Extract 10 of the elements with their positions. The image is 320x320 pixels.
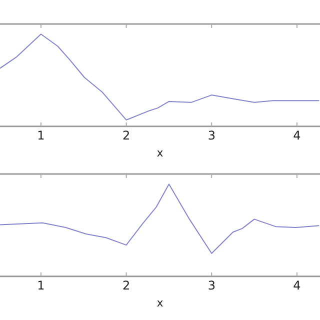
x-tick-label: 4	[293, 128, 301, 143]
x-tick-label: 2	[122, 128, 130, 143]
x-tick-label: 4	[293, 278, 301, 293]
x-tick-label: 1	[37, 278, 45, 293]
x-tick-label: 3	[208, 278, 216, 293]
x-axis-title: x	[156, 296, 164, 310]
x-tick-label: 3	[208, 128, 216, 143]
x-tick-label: 1	[37, 128, 45, 143]
x-tick-label: 2	[122, 278, 130, 293]
x-axis-title: x	[156, 146, 164, 160]
